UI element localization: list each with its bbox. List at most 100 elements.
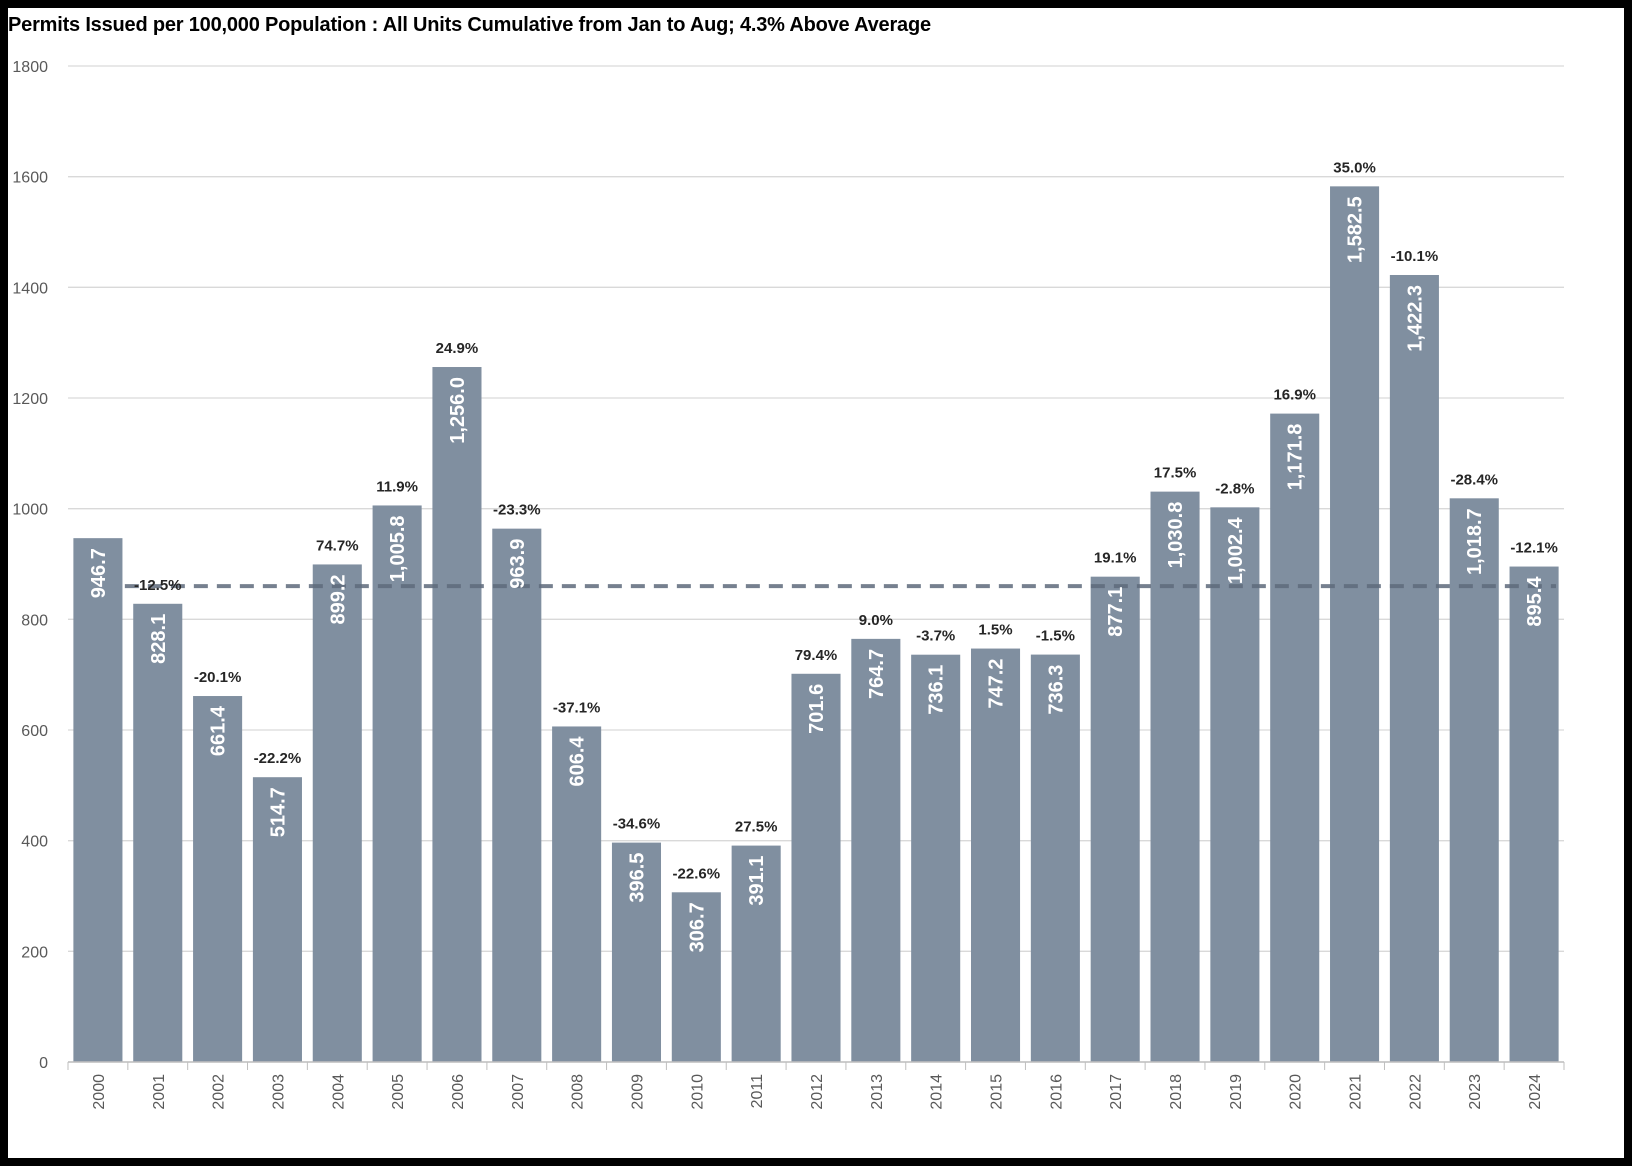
change-label: 17.5% xyxy=(1154,465,1197,482)
x-tick-label: 2010 xyxy=(689,1074,706,1110)
bar-value-label: 661.4 xyxy=(208,705,230,756)
bar-value-label: 701.6 xyxy=(806,684,828,734)
x-axis: 2000 2001 2002 2003 2004 2005 2006 2007 2008 2009… xyxy=(67,1061,1565,1110)
y-tick-label: 1000 xyxy=(12,502,48,519)
y-tick-label: 200 xyxy=(21,944,48,961)
y-tick-label: 0 xyxy=(39,1055,48,1072)
y-tick-label: 800 xyxy=(21,612,48,629)
x-tick-label: 2003 xyxy=(270,1074,287,1110)
bar xyxy=(193,696,243,1062)
bar-value-label: 1,005.8 xyxy=(387,515,409,582)
x-tick-label: 2016 xyxy=(1048,1074,1065,1110)
y-axis: 0 200 400 600 800 1000 1200 1400 1600 1800 xyxy=(12,59,48,1072)
bar-value-label: 606.4 xyxy=(567,736,589,787)
change-label: -1.5% xyxy=(1036,628,1075,645)
bar xyxy=(1509,566,1559,1062)
bar xyxy=(1389,274,1439,1062)
x-tick-label: 2000 xyxy=(91,1074,108,1110)
change-label: -28.4% xyxy=(1450,471,1498,488)
change-label: 19.1% xyxy=(1094,550,1137,567)
bar-value-label: 736.1 xyxy=(926,665,948,715)
bar-value-label: 895.4 xyxy=(1524,576,1546,627)
bar-value-label: 747.2 xyxy=(986,659,1008,709)
change-label: -22.2% xyxy=(254,750,302,767)
change-label: -22.6% xyxy=(673,865,721,882)
y-tick-label: 1400 xyxy=(12,280,48,297)
change-label: 35.0% xyxy=(1333,159,1376,176)
change-label: 11.9% xyxy=(376,478,418,495)
change-label: -10.1% xyxy=(1391,248,1439,265)
change-label: -12.1% xyxy=(1510,540,1558,557)
bar-value-label: 877.1 xyxy=(1105,587,1127,637)
bars xyxy=(73,186,1559,1063)
change-label: -12.5% xyxy=(134,577,182,594)
change-label: -20.1% xyxy=(194,669,242,686)
x-tick-label: 2017 xyxy=(1108,1074,1125,1110)
change-label: -23.3% xyxy=(493,502,541,519)
y-tick-label: 1200 xyxy=(12,391,48,408)
x-tick-label: 2002 xyxy=(211,1074,228,1110)
x-tick-label: 2006 xyxy=(450,1074,467,1110)
x-tick-label: 2015 xyxy=(989,1074,1006,1110)
change-label: 9.0% xyxy=(859,612,893,629)
bar xyxy=(552,726,602,1062)
bar xyxy=(1090,576,1140,1062)
bar-value-label: 736.3 xyxy=(1045,665,1067,715)
change-label: 16.9% xyxy=(1273,387,1316,404)
change-label: -34.6% xyxy=(613,816,661,833)
y-tick-label: 400 xyxy=(21,834,48,851)
bar-value-label: 1,002.4 xyxy=(1225,516,1247,584)
x-tick-label: 2004 xyxy=(330,1074,347,1110)
bar xyxy=(611,842,662,1062)
bar-value-label: 1,256.0 xyxy=(447,377,469,444)
change-label: -3.7% xyxy=(916,628,955,645)
bar xyxy=(1030,654,1080,1062)
bar xyxy=(731,845,781,1062)
bar-value-label: 1,030.8 xyxy=(1165,502,1187,569)
bar xyxy=(492,528,542,1062)
x-tick-label: 2022 xyxy=(1407,1074,1424,1110)
bar-value-label: 514.7 xyxy=(267,787,289,837)
bar-value-label: 1,171.8 xyxy=(1285,424,1307,491)
bar xyxy=(312,564,362,1062)
x-tick-label: 2018 xyxy=(1168,1074,1185,1110)
bar xyxy=(133,603,183,1062)
x-tick-label: 2023 xyxy=(1467,1074,1484,1110)
bar-value-label: 899.2 xyxy=(327,574,349,624)
y-tick-label: 600 xyxy=(21,723,48,740)
bar-chart: 0 200 400 600 800 1000 1200 1400 1600 1800 946.7 8… xyxy=(12,59,1565,1110)
bar-value-label: 963.9 xyxy=(507,539,529,589)
bar xyxy=(1449,498,1499,1062)
x-tick-label: 2012 xyxy=(809,1074,826,1110)
data-labels: 946.7 828.1 -12.5% 661.4 -20.1% 514.7 -22.2% 89… xyxy=(88,159,1558,952)
chart-frame: Permits Issued per 100,000 Population : … xyxy=(8,8,1624,1158)
y-tick-label: 1800 xyxy=(12,59,48,76)
x-tick-label: 2021 xyxy=(1348,1074,1365,1110)
bar xyxy=(1270,413,1320,1062)
bar-value-label: 391.1 xyxy=(746,856,768,906)
bar xyxy=(851,638,901,1062)
bar xyxy=(911,654,961,1062)
chart-title: Permits Issued per 100,000 Population : … xyxy=(8,14,931,36)
bar-value-label: 1,422.3 xyxy=(1404,285,1426,352)
bar xyxy=(671,892,721,1062)
x-tick-label: 2024 xyxy=(1527,1074,1544,1110)
bar xyxy=(970,648,1021,1062)
x-tick-label: 2008 xyxy=(570,1074,587,1110)
change-label: 24.9% xyxy=(436,340,479,357)
bar xyxy=(1210,507,1260,1063)
change-label: 79.4% xyxy=(795,647,838,664)
bar xyxy=(432,367,482,1063)
x-tick-label: 2011 xyxy=(749,1074,766,1109)
bar xyxy=(791,673,841,1062)
bar-value-label: 396.5 xyxy=(626,853,648,903)
x-tick-label: 2019 xyxy=(1228,1074,1245,1110)
bar xyxy=(1150,491,1200,1062)
bar xyxy=(73,538,123,1062)
change-label: -37.1% xyxy=(553,699,601,716)
x-tick-label: 2013 xyxy=(869,1074,886,1110)
bar-value-label: 1,018.7 xyxy=(1464,508,1486,575)
y-tick-label: 1600 xyxy=(12,170,48,187)
change-label: -2.8% xyxy=(1215,480,1254,497)
change-label: 74.7% xyxy=(316,537,359,554)
